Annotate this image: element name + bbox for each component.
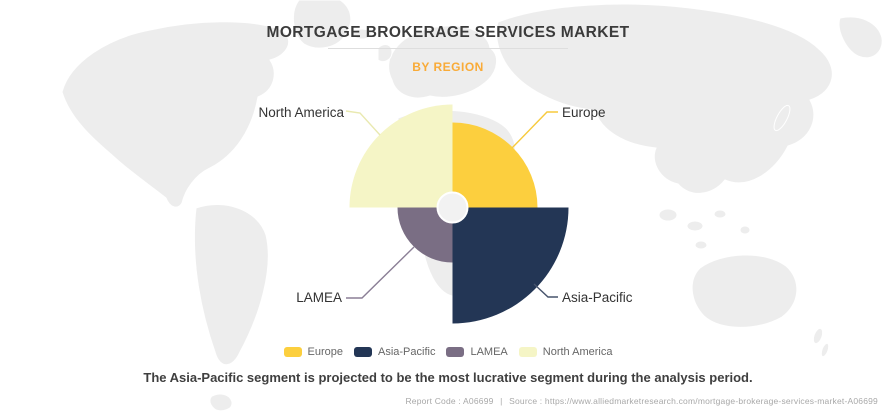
pie-segment-lamea[interactable] — [397, 207, 453, 263]
map-patagonia-tip — [209, 393, 233, 412]
legend-item-europe[interactable]: Europe — [283, 346, 343, 358]
footer: Report Code : A06699 | Source : https://… — [403, 396, 880, 406]
map-japan — [773, 104, 791, 132]
legend-item-lamea[interactable]: LAMEA — [446, 346, 508, 358]
map-island — [739, 225, 751, 235]
pie-slices — [349, 104, 569, 324]
callout-label-north-america: North America — [258, 105, 344, 120]
map-iceland — [352, 28, 372, 40]
callout-label-lamea: LAMEA — [296, 290, 342, 305]
legend-swatch-lamea — [446, 347, 465, 357]
leader-line-europe — [511, 111, 558, 149]
callout-label-asia-pacific: Asia-Pacific — [562, 290, 633, 305]
legend-item-asia-pacific[interactable]: Asia-Pacific — [354, 346, 435, 358]
callout-label-europe: Europe — [562, 105, 606, 120]
leader-line-asia-pacific — [533, 283, 558, 298]
page-title: MORTGAGE BROKERAGE SERVICES MARKET — [266, 24, 630, 41]
legend-swatch-europe — [283, 347, 302, 357]
map-island — [686, 220, 704, 232]
legend-swatch-asia-pacific — [354, 347, 372, 357]
legend-label-europe: Europe — [307, 346, 343, 358]
pie-segment-asia-pacific[interactable] — [452, 207, 569, 324]
map-europe — [388, 25, 497, 99]
map-south-america — [193, 204, 269, 366]
leader-line-north-america — [345, 110, 381, 136]
source-url: Source : https://www.alliedmarketresearc… — [509, 396, 878, 406]
map-new-zealand — [812, 327, 824, 345]
map-island — [694, 240, 708, 250]
leader-line-lamea — [346, 246, 415, 299]
legend-item-north-america[interactable]: North America — [518, 346, 613, 358]
map-australia — [691, 254, 798, 328]
insight-statement: The Asia-Pacific segment is projected to… — [143, 370, 753, 385]
map-island — [713, 209, 727, 219]
legend: Europe Asia-Pacific LAMEA North America — [0, 346, 896, 358]
map-north-america — [61, 21, 290, 208]
map-new-zealand — [820, 342, 830, 358]
page-subtitle: BY REGION — [412, 60, 484, 74]
footer-separator: | — [500, 396, 503, 406]
pie-center-hole — [436, 191, 469, 224]
pie-segment-europe[interactable] — [452, 122, 538, 208]
title-divider — [328, 48, 568, 49]
map-kamchatka — [838, 16, 883, 59]
legend-label-asia-pacific: Asia-Pacific — [378, 346, 436, 358]
map-greenland — [292, 0, 352, 49]
legend-label-lamea: LAMEA — [470, 346, 508, 358]
map-island — [658, 208, 678, 222]
legend-label-north-america: North America — [542, 346, 613, 358]
legend-swatch-north-america — [518, 347, 537, 357]
pie-segment-north-america[interactable] — [349, 104, 453, 208]
map-asia — [495, 3, 833, 194]
report-code: Report Code : A06699 — [405, 396, 494, 406]
